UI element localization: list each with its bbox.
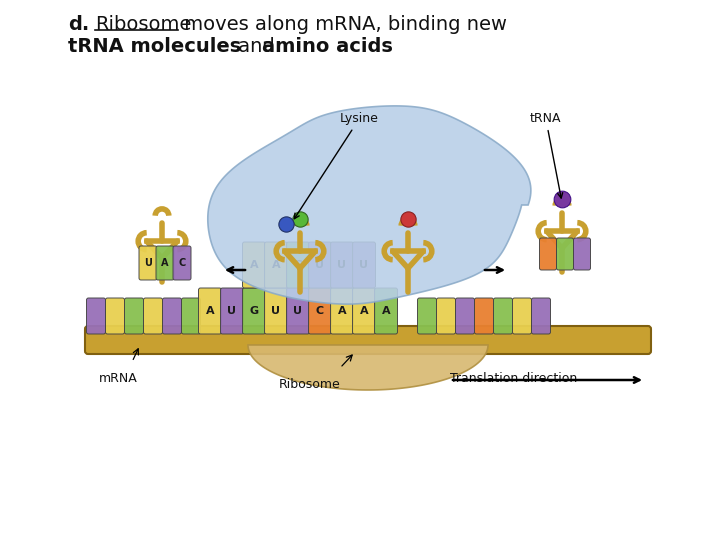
Text: mRNA: mRNA [99, 372, 138, 385]
Text: A: A [206, 306, 215, 316]
FancyBboxPatch shape [264, 242, 287, 288]
FancyBboxPatch shape [163, 298, 181, 334]
FancyBboxPatch shape [330, 288, 354, 334]
Text: U: U [359, 260, 369, 270]
FancyBboxPatch shape [513, 298, 531, 334]
Text: A: A [161, 258, 168, 268]
Polygon shape [248, 345, 488, 390]
FancyBboxPatch shape [374, 288, 397, 334]
FancyBboxPatch shape [125, 298, 143, 334]
Text: U: U [228, 306, 236, 316]
FancyBboxPatch shape [308, 288, 331, 334]
Text: Ribosome: Ribosome [95, 15, 192, 34]
FancyBboxPatch shape [287, 242, 310, 288]
FancyBboxPatch shape [139, 246, 157, 280]
FancyBboxPatch shape [456, 298, 474, 334]
FancyBboxPatch shape [287, 288, 310, 334]
Text: A: A [250, 260, 258, 270]
Text: U: U [294, 306, 302, 316]
FancyBboxPatch shape [85, 326, 651, 354]
FancyBboxPatch shape [86, 298, 106, 334]
Text: tRNA: tRNA [530, 112, 562, 198]
FancyBboxPatch shape [418, 298, 436, 334]
FancyBboxPatch shape [474, 298, 493, 334]
Text: U: U [271, 306, 281, 316]
FancyBboxPatch shape [106, 298, 125, 334]
FancyBboxPatch shape [243, 242, 266, 288]
FancyBboxPatch shape [308, 242, 331, 288]
Text: A: A [360, 306, 369, 316]
Text: Translation direction: Translation direction [450, 372, 577, 385]
Text: amino acids: amino acids [262, 37, 393, 56]
FancyBboxPatch shape [557, 238, 574, 270]
FancyBboxPatch shape [156, 246, 174, 280]
Text: A: A [382, 306, 390, 316]
FancyBboxPatch shape [264, 288, 287, 334]
Text: G: G [249, 306, 258, 316]
FancyBboxPatch shape [199, 288, 222, 334]
FancyBboxPatch shape [181, 298, 200, 334]
Text: U: U [338, 260, 346, 270]
FancyBboxPatch shape [539, 238, 557, 270]
FancyBboxPatch shape [173, 246, 191, 280]
Text: Ribosome: Ribosome [279, 378, 341, 391]
Text: U: U [315, 260, 325, 270]
Text: tRNA molecules: tRNA molecules [68, 37, 241, 56]
Text: U: U [144, 258, 152, 268]
FancyBboxPatch shape [243, 288, 266, 334]
Text: d.: d. [68, 15, 89, 34]
FancyBboxPatch shape [143, 298, 163, 334]
FancyBboxPatch shape [531, 298, 551, 334]
Text: A: A [271, 260, 280, 270]
Text: C: C [316, 306, 324, 316]
Text: C: C [179, 258, 186, 268]
FancyBboxPatch shape [330, 242, 354, 288]
FancyBboxPatch shape [353, 288, 376, 334]
Text: Lysine: Lysine [294, 112, 379, 219]
Text: G: G [294, 260, 302, 270]
Text: and: and [232, 37, 281, 56]
FancyBboxPatch shape [220, 288, 243, 334]
Polygon shape [208, 106, 531, 304]
FancyBboxPatch shape [574, 238, 590, 270]
Text: A: A [338, 306, 346, 316]
FancyBboxPatch shape [353, 242, 376, 288]
FancyBboxPatch shape [493, 298, 513, 334]
Text: moves along mRNA, binding new: moves along mRNA, binding new [178, 15, 507, 34]
FancyBboxPatch shape [436, 298, 456, 334]
